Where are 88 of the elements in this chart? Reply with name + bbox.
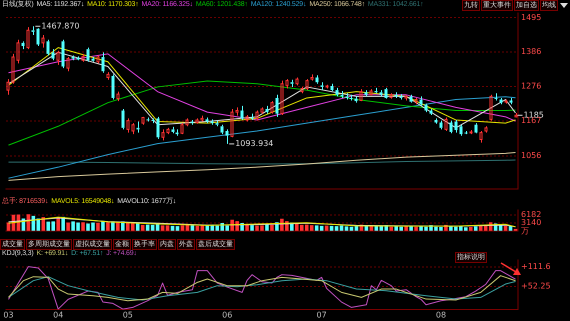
x-tick-label: 03 [3, 310, 14, 320]
candlestick [6, 78, 10, 96]
bar [140, 224, 144, 231]
annotation: 1093.934 [235, 138, 274, 148]
y-tick-label: 1386 [521, 47, 542, 56]
candlestick [336, 87, 338, 97]
candlestick [32, 26, 34, 36]
candlestick [22, 40, 24, 50]
candlestick [46, 39, 50, 56]
candlestick [112, 74, 114, 100]
y-tick-label: 万 [521, 226, 529, 236]
bar [250, 225, 254, 231]
bar [41, 217, 46, 231]
candlestick [420, 96, 422, 106]
bar [96, 222, 100, 231]
candlestick [172, 126, 174, 134]
candlestick [380, 90, 382, 97]
candlestick [190, 119, 194, 126]
bar [504, 226, 508, 231]
candlestick [176, 128, 178, 136]
x-tick-label: 07 [316, 310, 327, 320]
candlestick [62, 39, 64, 69]
candlestick [346, 92, 348, 100]
candlestick [16, 39, 20, 64]
bar [414, 226, 418, 231]
candlestick [394, 92, 398, 98]
bar [468, 226, 473, 231]
candlestick [430, 108, 432, 116]
candlestick [276, 94, 278, 118]
bar [190, 225, 194, 231]
candlestick [240, 105, 244, 120]
y-tick-label: 1056 [521, 150, 542, 160]
candlestick [364, 90, 368, 97]
candlestick [500, 97, 502, 105]
candlestick [354, 96, 358, 104]
candlestick [440, 120, 442, 130]
bar [265, 224, 269, 231]
bar [106, 222, 110, 231]
candlestick [450, 120, 452, 134]
candlestick [136, 121, 140, 134]
candlestick [86, 47, 90, 62]
bar [81, 222, 85, 231]
candlestick [122, 108, 124, 130]
candlestick [434, 118, 438, 124]
y-tick-label: +52.25 [521, 282, 551, 291]
candlestick [460, 124, 462, 136]
candlestick [220, 124, 224, 135]
bar [474, 226, 478, 231]
candlestick [340, 90, 344, 98]
candlestick [384, 87, 388, 98]
candlestick [350, 94, 352, 101]
candlestick [72, 54, 74, 61]
candlestick [510, 97, 512, 105]
candlestick [290, 79, 294, 88]
candlestick [316, 74, 318, 84]
bar [66, 222, 70, 231]
candlestick [320, 82, 324, 91]
candlestick [226, 128, 228, 144]
x-tick-label: 08 [436, 310, 446, 320]
candlestick [454, 119, 458, 134]
y-tick-label: 3140 [521, 218, 542, 227]
bar [270, 224, 274, 231]
y-tick-label: +111.6 [521, 262, 551, 271]
annotation: 1467.870 [41, 21, 80, 30]
bar [389, 226, 394, 231]
candlestick [266, 105, 268, 114]
candlestick [210, 118, 214, 126]
y-tick-label: 1495 [521, 12, 542, 22]
candlestick [400, 94, 402, 100]
bar [136, 224, 140, 231]
y-tick-label: 1276 [521, 82, 542, 91]
candlestick [424, 103, 428, 113]
candlestick [92, 56, 94, 62]
y-tick-label: 6182 [521, 210, 542, 219]
bar [324, 226, 328, 231]
candlestick [52, 48, 54, 61]
candlestick [206, 116, 208, 124]
candlestick [494, 92, 498, 101]
candlestick [102, 52, 104, 74]
x-tick-label: 04 [53, 310, 64, 320]
candlestick [156, 116, 160, 140]
x-tick-label: 06 [222, 310, 232, 320]
candlestick [250, 113, 254, 120]
bar [404, 226, 408, 231]
x-tick-label: 05 [122, 310, 133, 320]
candlestick [216, 120, 218, 127]
candlestick [410, 94, 412, 104]
candlestick [330, 83, 334, 92]
